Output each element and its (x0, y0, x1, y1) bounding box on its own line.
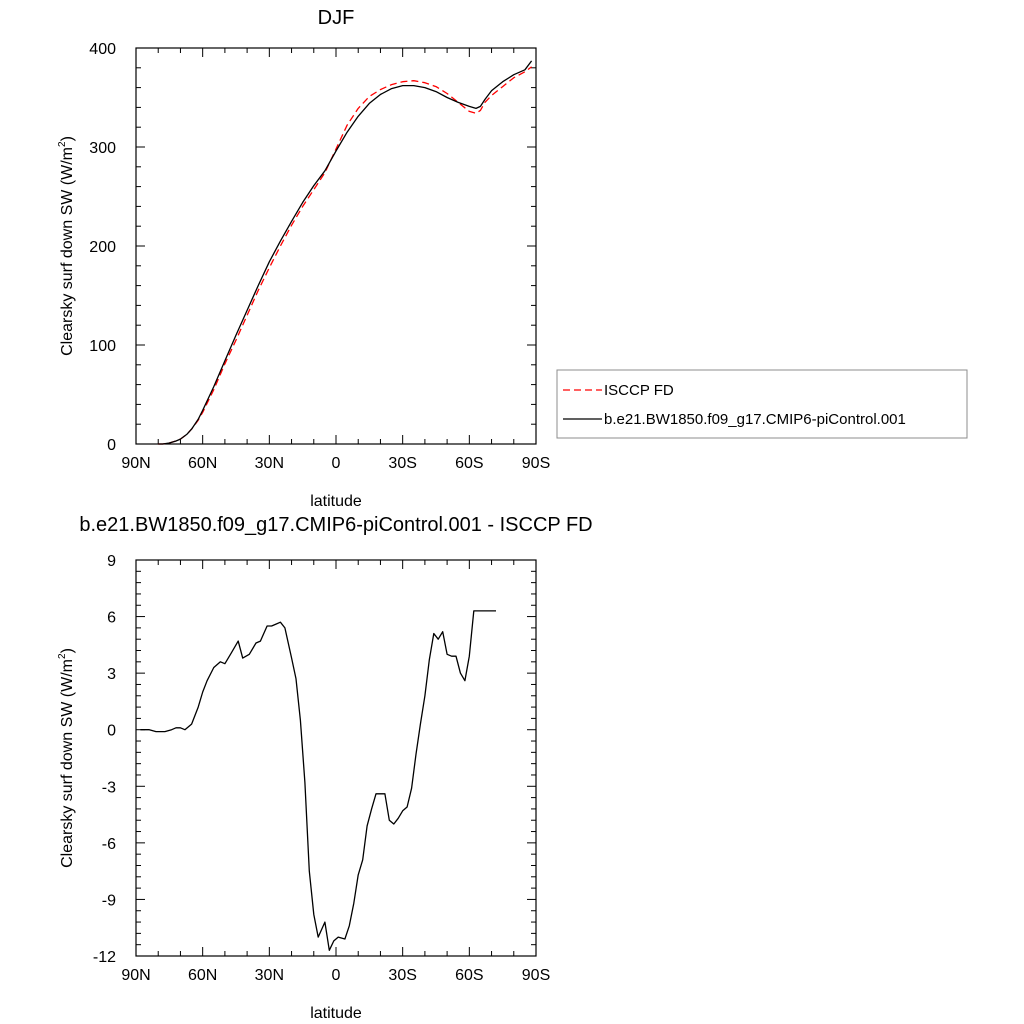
top-x-tick-label: 60S (455, 455, 483, 472)
bottom-axis-ticks (135, 559, 537, 957)
bottom-y-tick-label: 6 (107, 610, 116, 627)
top-x-tick-label: 30S (388, 455, 416, 472)
bottom-y-axis-label-suffix: ) (59, 648, 76, 653)
bottom-y-tick-label: 9 (107, 553, 116, 570)
top-series-line-model (158, 60, 533, 445)
legend-label-isccp: ISCCP FD (604, 382, 674, 399)
bottom-x-tick-label: 0 (332, 967, 341, 984)
bottom-chart-title: b.e21.BW1850.f09_g17.CMIP6-piControl.001… (79, 514, 592, 536)
top-x-tick-label: 90N (121, 455, 150, 472)
bottom-y-tick-label: -6 (102, 836, 116, 853)
top-y-axis-label-main: Clearsky surf down SW (W/m (59, 147, 76, 356)
bottom-series-line-difference (140, 610, 496, 951)
top-plot-frame (135, 47, 537, 445)
top-y-tick-label: 0 (107, 437, 116, 454)
top-y-tick-label: 100 (89, 338, 116, 355)
top-y-axis-label-suffix: ) (59, 136, 76, 141)
top-series-line-isccp-fd (158, 66, 532, 445)
top-x-tick-labels: 90N 60N 30N 0 30S 60S 90S (121, 455, 550, 472)
bottom-x-tick-label: 30S (388, 967, 416, 984)
top-y-tick-label: 300 (89, 140, 116, 157)
bottom-x-tick-label: 90S (522, 967, 550, 984)
top-x-tick-label: 90S (522, 455, 550, 472)
top-x-tick-label: 30N (255, 455, 284, 472)
top-y-tick-label: 400 (89, 41, 116, 58)
bottom-x-axis-label: latitude (310, 1005, 362, 1022)
bottom-y-tick-label: 0 (107, 723, 116, 740)
top-y-axis-label: Clearsky surf down SW (W/m2) (57, 136, 76, 356)
top-x-tick-label: 0 (332, 455, 341, 472)
top-axis-ticks (135, 47, 537, 445)
top-x-axis-label: latitude (310, 493, 362, 510)
bottom-y-tick-labels: -12 -9 -6 -3 0 3 6 9 (93, 553, 116, 966)
bottom-x-tick-labels: 90N 60N 30N 0 30S 60S 90S (121, 967, 550, 984)
bottom-plot-frame (135, 559, 537, 957)
bottom-panel: b.e21.BW1850.f09_g17.CMIP6-piControl.001… (57, 514, 593, 1022)
legend-label-model: b.e21.BW1850.f09_g17.CMIP6-piControl.001 (604, 411, 906, 428)
bottom-y-tick-label: -12 (93, 949, 116, 966)
top-y-tick-label: 200 (89, 239, 116, 256)
bottom-y-axis-label-main: Clearsky surf down SW (W/m (59, 659, 76, 868)
bottom-y-tick-label: 3 (107, 666, 116, 683)
bottom-y-axis-label: Clearsky surf down SW (W/m2) (57, 648, 76, 868)
bottom-x-tick-label: 90N (121, 967, 150, 984)
top-y-axis-label-superscript: 2 (57, 141, 68, 147)
bottom-series-lines (140, 610, 496, 951)
bottom-x-tick-label: 30N (255, 967, 284, 984)
top-y-tick-labels: 0 100 200 300 400 (89, 41, 116, 454)
bottom-y-axis-label-superscript: 2 (57, 653, 68, 659)
legend-box (556, 369, 968, 439)
top-chart-title: DJF (318, 7, 355, 29)
legend: ISCCP FD b.e21.BW1850.f09_g17.CMIP6-piCo… (556, 369, 968, 439)
bottom-y-tick-label: -3 (102, 779, 116, 796)
bottom-y-tick-label: -9 (102, 892, 116, 909)
top-x-tick-label: 60N (188, 455, 217, 472)
top-panel: DJF 90N 60N 30N 0 30S 60S 90S 0 100 200 300 400 la… (57, 7, 968, 510)
bottom-x-tick-label: 60N (188, 967, 217, 984)
top-series-lines (158, 60, 533, 445)
bottom-x-tick-label: 60S (455, 967, 483, 984)
